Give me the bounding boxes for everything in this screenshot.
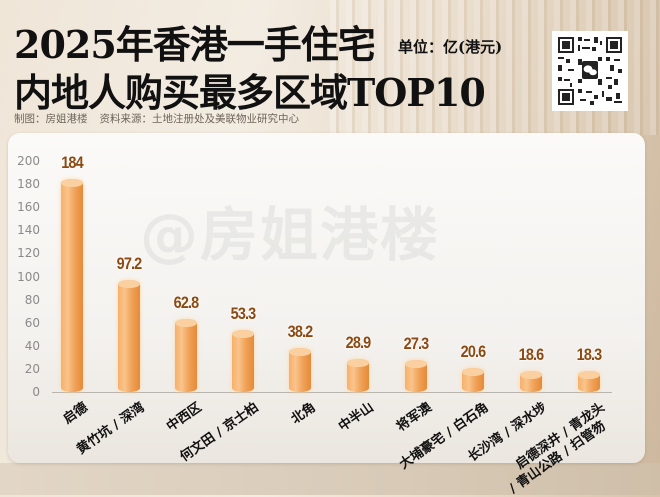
bar: [232, 330, 254, 392]
y-tick-label: 40: [24, 338, 40, 353]
y-tick-label: 140: [17, 223, 40, 238]
bar: [578, 370, 600, 392]
watermark: @房姐港楼: [140, 201, 441, 269]
bar: [462, 368, 484, 392]
bar-value-label: 18.6: [518, 344, 545, 364]
bar-value-label: 53.3: [230, 304, 257, 324]
y-tick-label: 20: [24, 361, 40, 376]
qr-code-graphic: [556, 35, 624, 107]
credit-source: 资料来源：土地注册处及美联物业研究中心: [99, 113, 300, 125]
chart-panel: [8, 133, 645, 463]
bar-value-label: 18.3: [576, 344, 603, 364]
bar: [347, 358, 369, 392]
y-tick-label: 120: [17, 246, 40, 261]
credit-line: 制图：房姐港楼 资料来源：土地注册处及美联物业研究中心: [14, 111, 299, 126]
y-tick-label: 200: [17, 154, 40, 168]
bar-value-label: 62.8: [173, 293, 200, 313]
y-tick-label: 160: [17, 200, 40, 215]
credit-maker: 制图：房姐港楼: [14, 113, 88, 125]
bar-value-label: 184: [61, 153, 83, 173]
y-tick-label: 180: [17, 177, 40, 192]
bar-value-label: 27.3: [403, 334, 430, 354]
bar-value-label: 28.9: [345, 332, 372, 352]
bar-value-label: 20.6: [460, 342, 487, 362]
bar: [520, 370, 542, 392]
y-tick-label: 60: [24, 315, 40, 330]
bar-value-label: 97.2: [116, 253, 143, 273]
qr-code-icon[interactable]: [552, 31, 628, 111]
y-tick-label: 0: [32, 385, 40, 399]
bar: [61, 179, 83, 392]
y-tick-label: 100: [17, 269, 40, 284]
chart-title-line1: 2025年香港一手住宅: [14, 22, 376, 67]
y-tick-label: 80: [24, 292, 40, 307]
bar: [405, 360, 427, 392]
x-axis-baseline: [52, 392, 612, 393]
unit-label: 单位：亿(港元): [398, 38, 503, 56]
bar: [175, 319, 197, 392]
bar-value-label: 38.2: [287, 321, 314, 341]
bar: [289, 347, 311, 392]
bar: [118, 279, 140, 392]
background-bottom: [0, 463, 660, 495]
chart-title-line2: 内地人购买最多区域TOP10: [14, 70, 486, 115]
